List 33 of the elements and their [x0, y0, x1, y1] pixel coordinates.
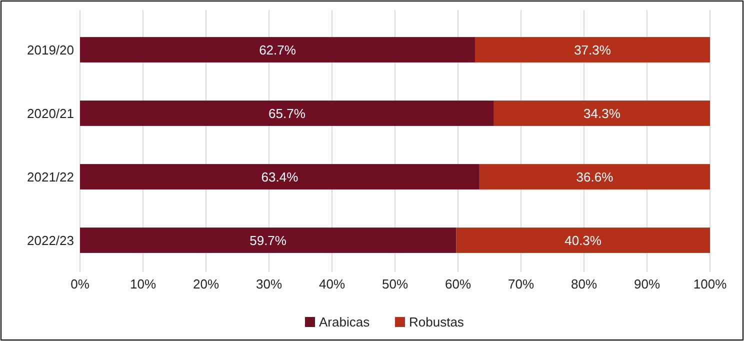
- x-tick-label: 20%: [192, 276, 220, 292]
- data-label: 63.4%: [261, 169, 299, 184]
- data-label: 34.3%: [584, 106, 621, 121]
- data-label: 40.3%: [564, 232, 602, 248]
- x-tick-label: 0%: [70, 276, 90, 292]
- y-tick-label: 2021/22: [27, 169, 74, 184]
- bar: [80, 100, 494, 126]
- bar: [494, 100, 710, 126]
- x-tick-label: 30%: [256, 276, 282, 292]
- data-label: 65.7%: [268, 106, 306, 121]
- data-label: 37.3%: [574, 42, 612, 58]
- legend-label: Arabicas: [319, 314, 370, 330]
- bar: [479, 164, 710, 190]
- data-label: 36.6%: [576, 169, 614, 184]
- bar: [80, 228, 456, 253]
- bar: [80, 164, 480, 190]
- bar: [456, 228, 710, 253]
- x-tick-label: 90%: [634, 276, 660, 292]
- y-tick-label: 2022/23: [27, 232, 74, 248]
- x-tick-label: 60%: [444, 276, 472, 292]
- x-tick-label: 40%: [318, 276, 346, 292]
- x-tick-label: 10%: [130, 276, 156, 292]
- x-tick-label: 70%: [508, 276, 534, 292]
- data-label: 59.7%: [250, 232, 287, 248]
- x-tick-label: 50%: [382, 276, 408, 292]
- y-tick-label: 2020/21: [27, 106, 74, 121]
- x-tick-label: 100%: [693, 276, 728, 292]
- y-tick-label: 2019/20: [27, 42, 74, 58]
- bar: [475, 37, 710, 62]
- data-label: 62.7%: [259, 42, 296, 58]
- legend-label: Robustas: [409, 314, 464, 330]
- x-tick-label: 80%: [570, 276, 598, 292]
- bar: [80, 37, 476, 62]
